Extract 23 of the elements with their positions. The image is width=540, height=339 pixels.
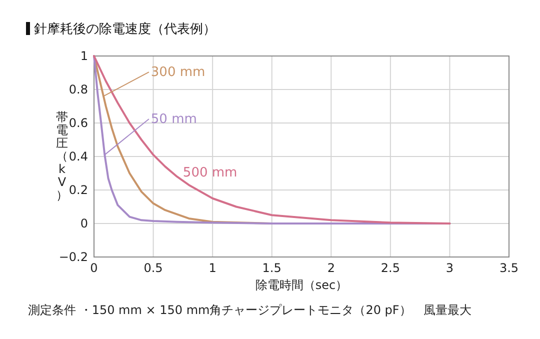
y-tick-label: −0.2: [58, 250, 88, 264]
x-tick-label: 2.5: [380, 261, 400, 275]
text: 300 mm: [150, 65, 206, 80]
y-tick-label: 0: [80, 216, 88, 230]
y-tick-label: 0.2: [68, 183, 88, 197]
x-axis-title: 除電時間（sec）: [255, 278, 348, 292]
y-axis-title: 帯電圧（kV）: [56, 110, 68, 202]
x-tick-label: 3: [446, 261, 454, 275]
y-tick-label: 0.4: [68, 150, 88, 164]
y-tick-label: 1: [80, 49, 88, 63]
x-tick-label: 3.5: [499, 261, 519, 275]
x-tick-label: 2: [327, 261, 335, 275]
series-label: 500 mm: [182, 166, 238, 181]
chart-title: 針摩耗後の除電速度（代表例）: [34, 21, 216, 37]
text: 50 mm: [150, 112, 197, 127]
text: 測定条件 ・150 mm × 150 mm角チャージプレートモニタ（20 pF） 風量最大: [28, 303, 472, 317]
line-series: [93, 55, 451, 224]
x-tick-label: 0.5: [144, 261, 163, 275]
x-tick-label: 0: [90, 261, 98, 275]
x-tick-label: 1: [208, 261, 216, 275]
x-tick-label: 1.5: [262, 261, 282, 275]
y-tick-label: 0.6: [68, 116, 88, 130]
y-tick-label: 0.8: [68, 82, 88, 96]
